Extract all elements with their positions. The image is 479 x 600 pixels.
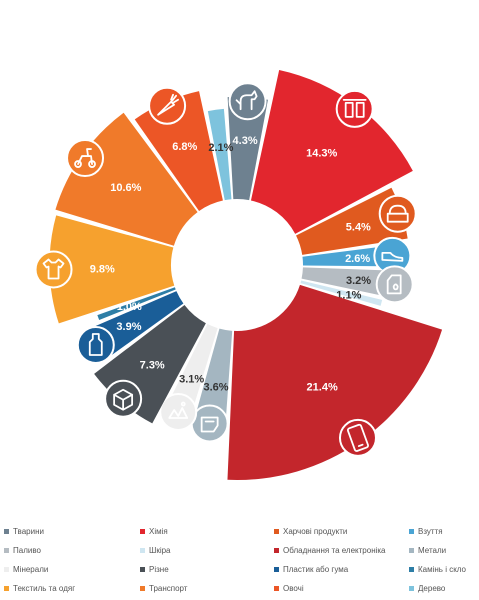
legend-swatch [409, 528, 414, 534]
slice-1 [227, 96, 268, 201]
legend-item: Взуття [409, 522, 443, 540]
legend-item: Дерево [409, 579, 445, 597]
slice-value-label-8: 3.6% [203, 382, 228, 394]
slice-value-label-1: 4.3% [233, 135, 258, 147]
legend-swatch [274, 547, 279, 553]
legend-label: Тварини [13, 526, 44, 536]
clothing-icon [34, 250, 73, 289]
slice-5 [301, 267, 400, 299]
legend-label: Хімія [149, 526, 168, 536]
legend-label: Текстиль та одяг [13, 583, 76, 593]
slice-12 [97, 287, 176, 320]
legend-swatch [274, 528, 279, 534]
slice-value-label-14: 10.6% [110, 182, 141, 194]
legend-item: Камінь і скло [409, 560, 466, 578]
legend-label: Пластик або гума [283, 564, 349, 574]
slice-value-label-5: 3.2% [346, 275, 371, 287]
legend-item: Метали [409, 541, 446, 559]
legend-swatch [140, 547, 145, 553]
slice-4 [302, 244, 397, 267]
box-icon [104, 379, 143, 418]
donut-hole [172, 200, 302, 330]
legend-item: Транспорт [140, 579, 187, 597]
legend-item: Тварини [4, 522, 44, 540]
legend-label: Харчові продукти [283, 526, 348, 536]
legend-swatch [4, 528, 9, 534]
legend-label: Овочі [283, 583, 304, 593]
bottle-icon [76, 325, 115, 364]
minerals-icon [159, 393, 198, 432]
slice-value-label-16: 2.1% [208, 142, 233, 154]
slice-13 [49, 215, 175, 324]
slice-value-label-9: 3.1% [179, 373, 204, 385]
legend-item: Паливо [4, 541, 41, 559]
legend-swatch [140, 528, 145, 534]
legend-swatch [274, 585, 279, 591]
legend-item: Обладнання та електроніка [274, 541, 386, 559]
smartphone-icon [338, 418, 377, 457]
legend-item: Пластик або гума [274, 560, 348, 578]
legend-label: Шкіра [149, 545, 171, 555]
legend-label: Обладнання та електроніка [283, 545, 386, 555]
dog-icon [228, 82, 267, 121]
chemicals-icon [335, 89, 374, 128]
scooter-icon [66, 139, 105, 178]
legend-label: Взуття [418, 526, 443, 536]
slice-6 [300, 280, 383, 306]
legend-label: Транспорт [149, 583, 188, 593]
legend-label: Дерево [418, 583, 446, 593]
slice-value-label-2: 14.3% [306, 148, 337, 160]
slice-16 [207, 108, 232, 201]
legend-swatch [4, 566, 9, 572]
legend-item: Харчові продукти [274, 522, 347, 540]
legend-swatch [409, 566, 414, 572]
legend-item: Шкіра [140, 541, 171, 559]
shoe-icon [373, 236, 412, 275]
donut-chart: 4.3%14.3%5.4%2.6%3.2%1.1%21.4%3.6%3.1%7.… [34, 70, 443, 480]
slice-value-label-4: 2.6% [345, 253, 370, 265]
slice-3 [296, 187, 408, 255]
slice-8 [193, 328, 233, 430]
legend-label: Паливо [13, 545, 41, 555]
chart-legend: Тварини Хімія Харчові продукти Взуття Паливо… [4, 522, 478, 600]
food-icon [378, 194, 417, 233]
legend-label: Різне [149, 564, 169, 574]
legend-item: Текстиль та одяг [4, 579, 75, 597]
fuel-canister-icon [375, 265, 414, 304]
legend-item: Овочі [274, 579, 304, 597]
legend-swatch [409, 585, 414, 591]
slice-value-label-10: 7.3% [140, 360, 165, 372]
legend-swatch [4, 585, 9, 591]
legend-swatch [140, 585, 145, 591]
legend-swatch [274, 566, 279, 572]
legend-label: Мінерали [13, 564, 49, 574]
slice-2 [250, 70, 413, 234]
legend-label: Метали [418, 545, 447, 555]
legend-item: Різне [140, 560, 169, 578]
slice-value-label-11: 3.9% [116, 321, 141, 333]
slice-value-label-7: 21.4% [307, 382, 338, 394]
legend-swatch [140, 566, 145, 572]
slice-value-label-13: 9.8% [90, 263, 115, 275]
slice-value-label-15: 6.8% [172, 141, 197, 153]
carrot-icon [148, 86, 187, 125]
legend-swatch [4, 547, 9, 553]
slice-value-label-12: 1.0% [117, 301, 142, 313]
legend-label: Камінь і скло [418, 564, 466, 574]
legend-swatch [409, 547, 414, 553]
slice-7 [227, 284, 443, 480]
slice-value-label-3: 5.4% [346, 221, 371, 233]
legend-item: Хімія [140, 522, 168, 540]
legend-item: Мінерали [4, 560, 48, 578]
